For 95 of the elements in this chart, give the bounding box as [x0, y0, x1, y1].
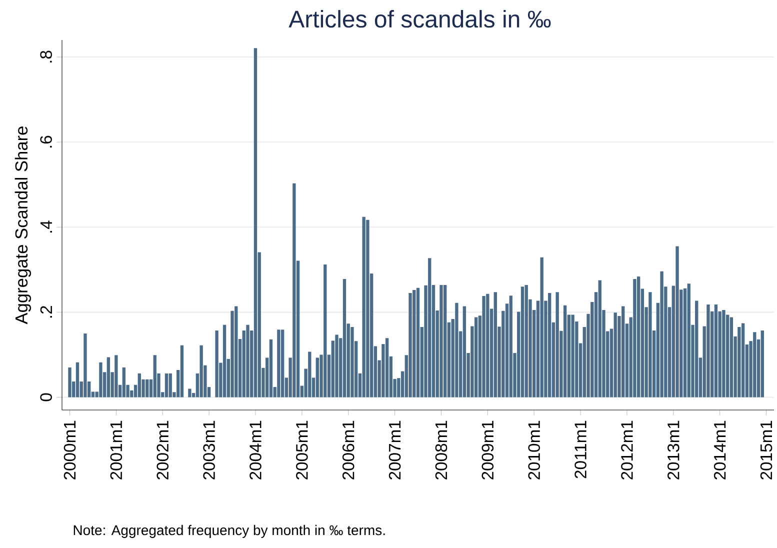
x-tick-label: 2006m1 — [342, 420, 354, 480]
x-tick-label: 2010m1 — [528, 420, 540, 480]
x-tick-label: 2005m1 — [296, 420, 308, 480]
bar — [280, 330, 284, 398]
bar — [168, 373, 172, 398]
bar — [428, 258, 432, 398]
x-tick-label: 2008m1 — [435, 420, 448, 480]
y-tick-label: .2 — [40, 306, 52, 318]
bar — [738, 327, 741, 398]
bar — [412, 290, 416, 398]
bar — [335, 334, 338, 398]
x-tick-label: 2002m1 — [156, 420, 169, 480]
bar — [563, 305, 567, 398]
y-tick-label: .6 — [40, 136, 52, 148]
bar — [416, 288, 420, 398]
bar — [114, 355, 118, 398]
bar — [706, 304, 710, 398]
bar — [146, 379, 149, 398]
bar — [106, 357, 110, 398]
bar — [444, 284, 447, 398]
bar — [153, 355, 156, 398]
bar — [524, 284, 528, 398]
bar — [636, 276, 640, 398]
x-tick-label: 2013m1 — [668, 420, 680, 480]
bar — [188, 388, 192, 398]
y-tick-label: .4 — [40, 220, 52, 233]
x-tick-label: 2003m1 — [203, 420, 215, 480]
bar — [556, 292, 559, 398]
bar — [292, 183, 296, 398]
bar — [714, 304, 718, 398]
bar — [342, 279, 346, 398]
bar — [520, 286, 524, 398]
bar — [164, 373, 168, 398]
x-tick-label: 2001m1 — [110, 420, 122, 480]
bar — [440, 284, 443, 398]
bar — [68, 367, 72, 398]
bar — [324, 264, 327, 398]
bar — [455, 302, 458, 398]
bar — [695, 300, 698, 398]
text: Note: Aggregated frequency by month in ‰ terms. — [74, 524, 385, 538]
bar — [486, 294, 490, 398]
x-tick-label: 2009m1 — [482, 420, 494, 480]
bar — [222, 324, 226, 398]
bar — [200, 345, 203, 398]
bar — [494, 292, 497, 398]
bar — [234, 306, 238, 398]
bar — [482, 296, 486, 398]
bar — [215, 330, 218, 398]
bar — [676, 246, 679, 398]
bar — [622, 306, 625, 398]
bar — [687, 284, 690, 398]
bar — [350, 327, 354, 398]
bar — [362, 216, 366, 398]
bar — [540, 257, 544, 398]
bar — [760, 330, 764, 398]
x-tick-label: 2011m1 — [574, 420, 586, 478]
bar — [598, 280, 602, 398]
bar — [316, 358, 319, 398]
bar — [462, 306, 466, 398]
x-tick-label: 2004m1 — [250, 420, 262, 480]
x-tick-label: 2012m1 — [621, 420, 633, 480]
bar — [408, 293, 412, 398]
x-tick-label: 2007m1 — [388, 420, 401, 480]
bar — [571, 314, 574, 398]
bar — [548, 293, 552, 398]
bar — [366, 220, 370, 398]
bar — [246, 324, 250, 398]
bar — [99, 362, 102, 398]
bar — [648, 292, 652, 398]
bar — [741, 323, 745, 398]
x-tick-label: 2015m1 — [760, 420, 772, 480]
bar — [308, 352, 312, 398]
bar — [76, 362, 80, 398]
bar — [277, 330, 280, 398]
bar — [633, 279, 636, 398]
bar — [753, 332, 756, 398]
bar — [122, 367, 126, 398]
bar — [614, 312, 617, 398]
bar — [730, 317, 734, 398]
bar — [660, 271, 664, 398]
y-axis-title: Aggregate Scandal Share — [14, 126, 32, 324]
x-tick-label: 2000m1 — [64, 420, 76, 480]
bar — [474, 317, 478, 398]
bar — [509, 296, 512, 398]
bar — [254, 48, 258, 398]
bar — [269, 339, 273, 398]
x-tick-label: 2014m1 — [714, 420, 726, 480]
bar — [385, 338, 389, 398]
y-tick-label: .8 — [40, 50, 52, 62]
bar — [722, 310, 726, 398]
y-tick-label: 0 — [40, 393, 52, 402]
chart-title: Articles of scandals in ‰ — [288, 10, 551, 28]
bar — [84, 333, 87, 398]
bar — [138, 373, 141, 398]
bar — [180, 345, 184, 398]
